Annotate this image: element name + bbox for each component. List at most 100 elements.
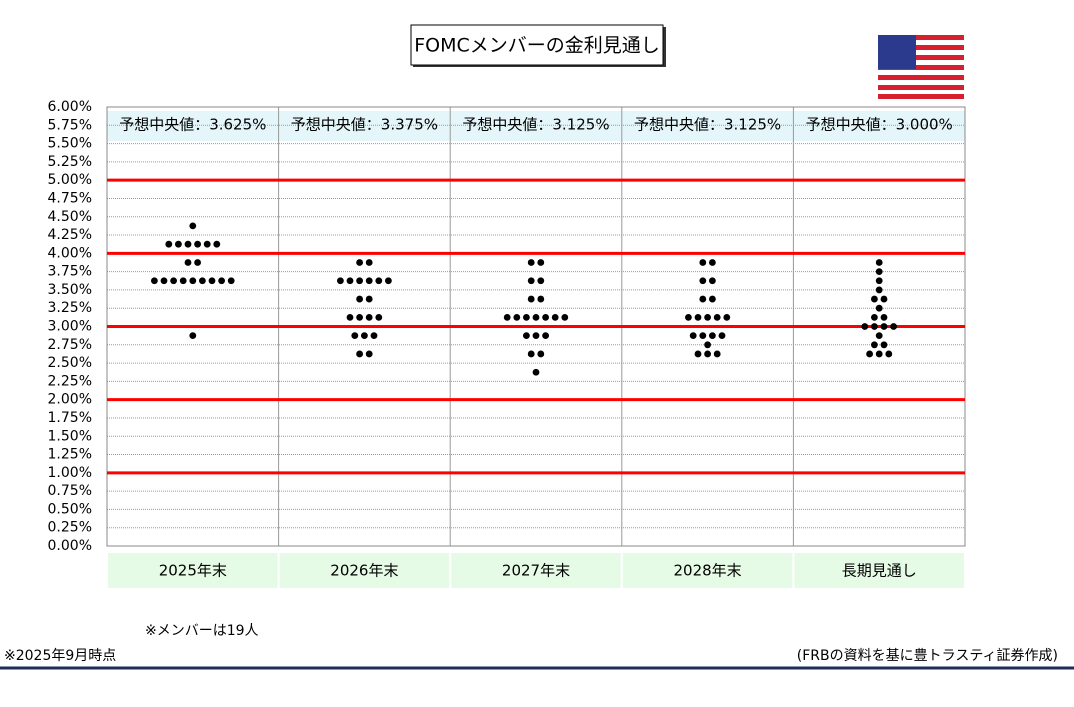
dot (880, 323, 888, 330)
dot (356, 350, 363, 358)
y-tick-label: 4.25% (48, 227, 92, 243)
category-box (451, 553, 621, 588)
dot (208, 277, 216, 285)
dot (704, 341, 711, 349)
dot (537, 295, 545, 303)
title-box (410, 24, 664, 66)
y-tick-label: 0.75% (48, 483, 92, 499)
dot (537, 350, 545, 358)
dot (337, 277, 344, 285)
dot (189, 332, 197, 340)
dot (179, 277, 187, 285)
dot (542, 332, 549, 340)
dot (689, 332, 697, 340)
dot (165, 240, 173, 248)
y-tick-label: 1.50% (48, 428, 92, 444)
dot (699, 259, 707, 266)
dot (875, 268, 883, 276)
dot (527, 277, 535, 285)
dot (361, 332, 368, 340)
dot (203, 240, 211, 248)
y-tick-label: 4.50% (48, 209, 92, 225)
dot (718, 332, 726, 340)
dot (871, 313, 878, 321)
dot (189, 222, 197, 230)
dot (175, 240, 182, 248)
dot (523, 313, 530, 321)
y-tick-label: 2.50% (48, 355, 92, 371)
dot (875, 304, 883, 312)
y-tick-label: 1.00% (48, 465, 92, 481)
dot (685, 313, 692, 321)
dot (880, 295, 888, 303)
y-tick-label: 3.25% (48, 300, 92, 316)
dot (866, 350, 873, 358)
dot (532, 313, 540, 321)
dot (871, 323, 878, 330)
y-tick-label: 5.75% (48, 117, 92, 133)
dot (875, 277, 883, 285)
y-tick-label: 5.00% (48, 172, 92, 188)
dot (356, 295, 363, 303)
dot (356, 259, 363, 266)
dot (694, 313, 702, 321)
y-tick-label: 2.75% (48, 337, 92, 353)
dot (213, 240, 221, 248)
y-tick-label: 1.25% (48, 447, 92, 463)
median-band (107, 111, 965, 141)
dot (709, 259, 716, 266)
dot (885, 350, 893, 358)
dot (527, 259, 535, 266)
dot (875, 332, 883, 340)
y-tick-label: 3.75% (48, 264, 92, 280)
dot (871, 295, 878, 303)
dot (503, 313, 511, 321)
dot (365, 277, 373, 285)
y-tick-label: 2.25% (48, 373, 92, 389)
dot (199, 277, 206, 285)
y-tick-label: 0.50% (48, 501, 92, 517)
dot (365, 295, 373, 303)
source: (FRBの資料を基に豊トラスティ証券作成) (797, 647, 1058, 664)
dot (365, 313, 373, 321)
dot (723, 313, 731, 321)
dot (709, 277, 716, 285)
dot (880, 313, 888, 321)
y-tick-label: 3.00% (48, 319, 92, 335)
x-tick-label: 2028年末 (674, 562, 742, 580)
dot (875, 350, 883, 358)
x-tick-label: 長期見通し (842, 562, 917, 580)
note: ※メンバーは19人 (145, 623, 259, 639)
dot (713, 313, 721, 321)
dot (699, 277, 707, 285)
dot (170, 277, 178, 285)
y-tick-label: 5.25% (48, 154, 92, 170)
category-box (279, 553, 450, 588)
dot (871, 341, 878, 349)
y-tick-label: 2.00% (48, 392, 92, 408)
category-box (622, 553, 793, 588)
dot (365, 259, 373, 266)
dot (709, 332, 716, 340)
dot (356, 277, 363, 285)
dot (694, 350, 702, 358)
dot (709, 295, 716, 303)
us-flag (878, 35, 964, 99)
median-label: 予想中央値：3.625% (119, 116, 266, 134)
dot (699, 295, 707, 303)
dot (890, 323, 897, 330)
y-tick-label: 0.25% (48, 520, 92, 536)
dot (551, 313, 559, 321)
dot (713, 350, 721, 358)
dot (375, 277, 383, 285)
dot (370, 332, 378, 340)
dot (537, 259, 545, 266)
dot (227, 277, 235, 285)
y-tick-label: 5.50% (48, 136, 92, 152)
median-label: 予想中央値：3.125% (462, 116, 609, 134)
dot (532, 332, 540, 340)
dot (346, 313, 354, 321)
category-box (794, 553, 964, 588)
dot (184, 240, 192, 248)
